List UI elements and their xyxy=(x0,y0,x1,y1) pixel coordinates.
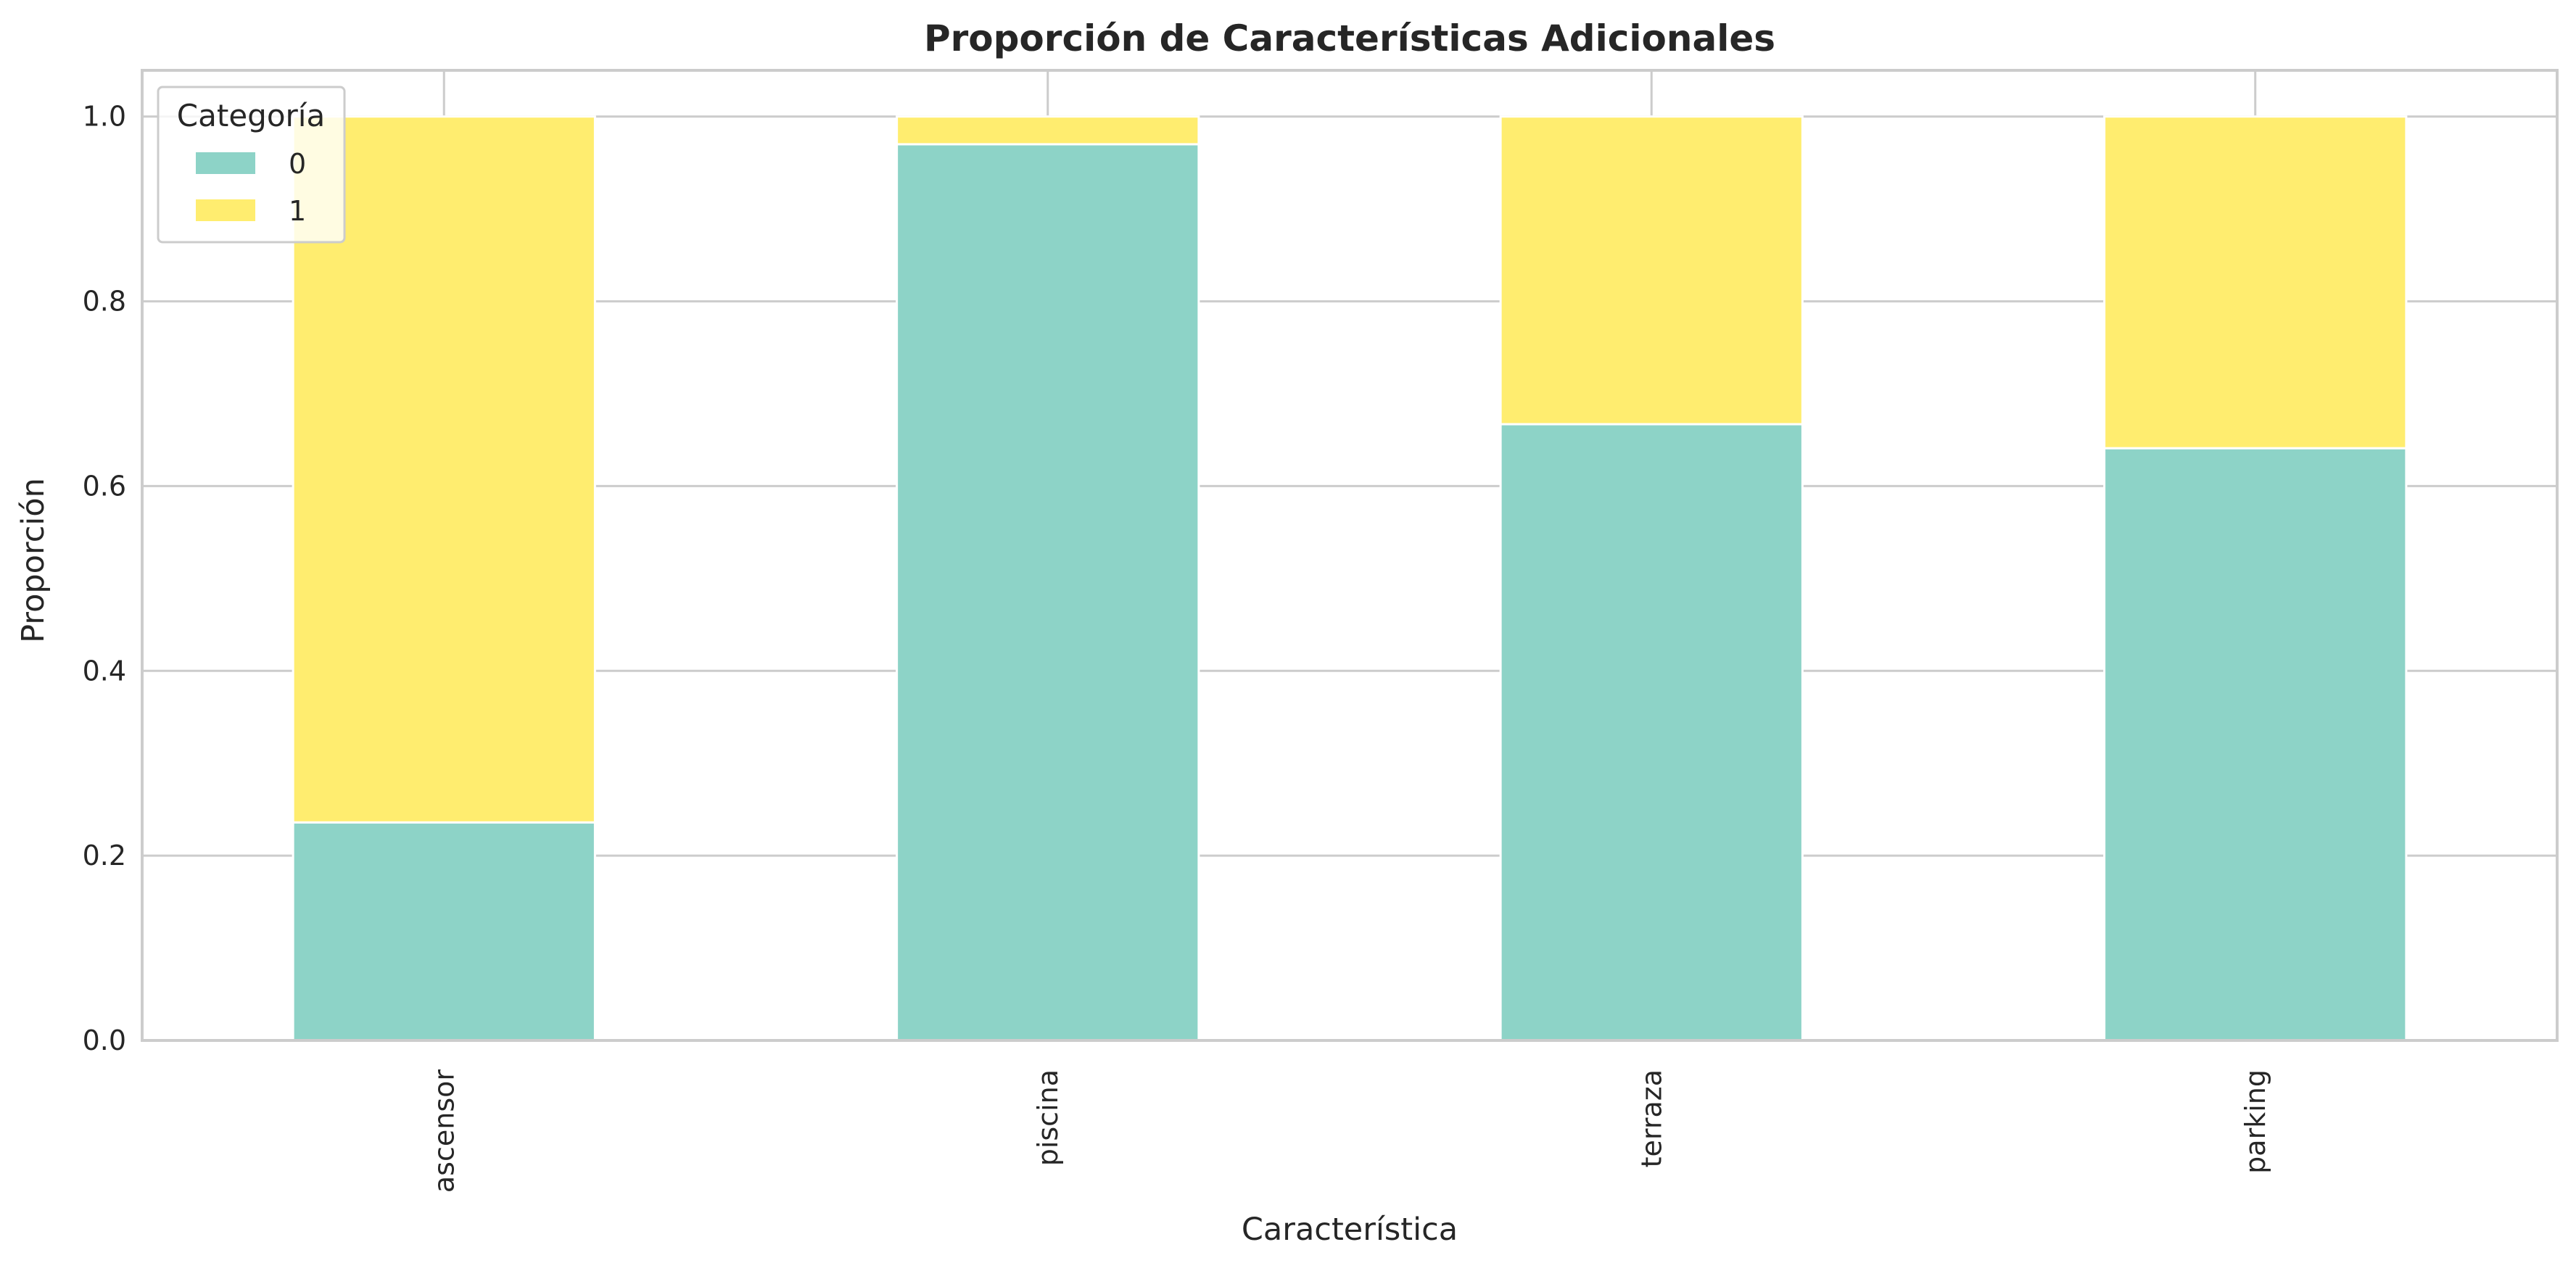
y-tick-label: 1.0 xyxy=(83,101,126,133)
y-tick-label: 0.6 xyxy=(83,470,126,502)
chart-title: Proporción de Características Adicionale… xyxy=(924,17,1775,59)
bar-segment-ascensor-series-0 xyxy=(292,821,596,1042)
x-tick-label: terraza xyxy=(1635,1069,1667,1167)
y-tick-label: 0.4 xyxy=(83,655,126,687)
x-tick-label: parking xyxy=(2239,1069,2271,1174)
legend-label-series-0: 0 xyxy=(289,148,306,180)
bar-segment-parking-series-1 xyxy=(2103,115,2408,450)
y-tick-label: 0.2 xyxy=(83,840,126,872)
bar-segment-parking-series-0 xyxy=(2103,447,2408,1042)
legend-title: Categoría xyxy=(177,98,325,133)
y-tick-label: 0.8 xyxy=(83,286,126,318)
bar-segment-piscina-series-1 xyxy=(896,115,1200,146)
y-axis-label: Proporción xyxy=(15,478,51,643)
bar-segment-terraza-series-0 xyxy=(1499,423,1804,1042)
legend-swatch-series-1 xyxy=(196,199,255,221)
axes-layer: 0.0 0.2 0.4 0.6 0.8 1.0 ascensor piscina terraza… xyxy=(83,69,2559,1193)
legend-items: 01 xyxy=(196,148,306,227)
bar-segment-piscina-series-0 xyxy=(896,143,1200,1042)
x-tick-label: piscina xyxy=(1032,1069,1064,1166)
legend: Categoría 01 xyxy=(157,86,346,244)
bar-segment-terraza-series-1 xyxy=(1499,115,1804,426)
legend-swatch-series-0 xyxy=(196,152,255,174)
bars-layer xyxy=(292,115,2408,1042)
x-tick-label: ascensor xyxy=(428,1069,460,1193)
y-tick-label: 0.0 xyxy=(83,1024,126,1056)
plot-frame xyxy=(141,69,2559,1042)
legend-label-series-1: 1 xyxy=(289,195,306,227)
x-axis-label: Característica xyxy=(1242,1212,1458,1248)
